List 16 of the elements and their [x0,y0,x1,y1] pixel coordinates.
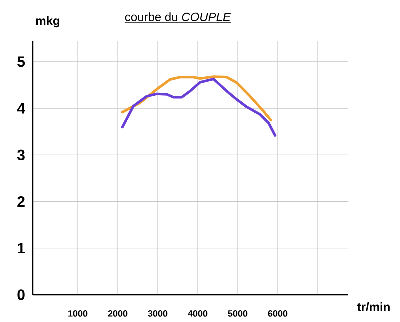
y-tick-label: 5 [18,56,26,68]
x-tick-label: 4000 [188,310,208,317]
y-axis-title: mkg [36,16,60,28]
x-tick-label: 3000 [148,310,168,317]
y-tick-label: 4 [17,103,26,114]
x-tick-label: 5000 [228,310,248,317]
x-axis-title: tr/min [357,302,390,312]
y-tick-label: 0 [18,290,25,300]
y-tick-label: 3 [17,150,25,160]
x-tick-label: 2000 [108,310,128,317]
y-tick-label: 2 [18,196,25,208]
x-tick-label: 1000 [68,310,88,317]
y-tick-label: 1 [18,243,26,254]
line-series [121,78,277,137]
chart-title: courbe du COUPLE [125,12,232,22]
x-tick-label: 6000 [268,310,288,317]
